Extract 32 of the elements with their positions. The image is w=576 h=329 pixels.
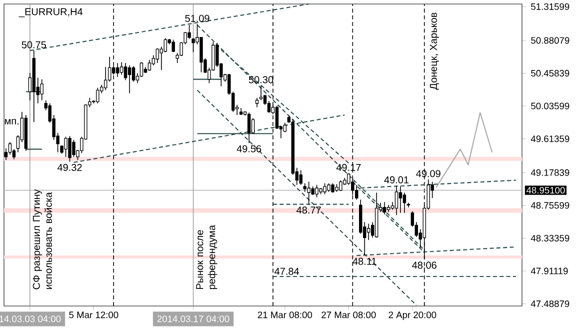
annotation: 48.06 xyxy=(412,262,436,269)
annotation: 51.09 xyxy=(185,14,210,22)
annotation: 48.11 xyxy=(352,258,376,265)
annotation: 49.09 xyxy=(416,170,440,178)
annotation: СФ разрешил Путину использовать войска xyxy=(32,189,52,290)
annotation: 47.84 xyxy=(274,268,300,275)
y-tick-label: 49.61359 xyxy=(530,136,570,142)
chart-title: _EURRUR,H4 xyxy=(18,8,83,18)
ref-line-label: 48.95100 xyxy=(526,186,565,194)
y-tick-label: 50.88079 xyxy=(531,37,570,44)
annotation: мп. xyxy=(4,119,18,124)
y-tick-label: 47.91119 xyxy=(530,268,568,274)
annotation: 49.56 xyxy=(236,145,262,152)
annotation: 48.77 xyxy=(296,206,321,214)
x-tick-label: 5 Mar 12:00 xyxy=(69,312,118,318)
y-tick-label: 51.31599 xyxy=(531,3,570,10)
y-tick-label: 48.33359 xyxy=(530,234,570,242)
y-tick-label: 48.75599 xyxy=(530,202,570,209)
y-tick-label: 50.03599 xyxy=(531,102,570,110)
y-tick-label: 49.17839 xyxy=(530,169,570,176)
annotation: Рынок после референдума xyxy=(196,225,218,290)
x-tick-label: 2 Apr 20:00 xyxy=(388,312,436,320)
annotation: 49.32 xyxy=(57,164,82,171)
annotation: 50.30 xyxy=(248,76,274,84)
annotation: 50.75 xyxy=(22,41,46,48)
annotation: Донецк, Харьков xyxy=(430,12,439,90)
x-tick-label: 2014.03.17 04:00 xyxy=(157,316,230,322)
annotation: 49.01 xyxy=(384,176,409,184)
y-tick-label: 47.48879 xyxy=(530,300,570,308)
x-tick-label: 27 Mar 08:00 xyxy=(322,312,376,318)
y-tick-label: 50.45839 xyxy=(531,70,570,77)
x-tick-label: 21 Mar 08:00 xyxy=(258,312,312,318)
